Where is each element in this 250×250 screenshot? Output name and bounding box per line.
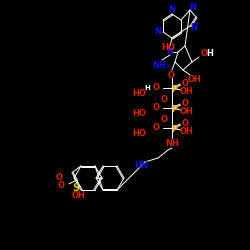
Text: O: O: [168, 72, 174, 80]
Text: H: H: [144, 85, 150, 91]
Text: O: O: [182, 78, 188, 88]
Text: O: O: [56, 174, 62, 182]
Text: HO: HO: [161, 44, 175, 52]
Text: S: S: [72, 183, 80, 193]
Text: N: N: [154, 28, 162, 36]
Text: OH: OH: [180, 108, 194, 116]
Text: N: N: [190, 24, 198, 32]
Text: OH: OH: [188, 74, 202, 84]
Text: H: H: [206, 50, 214, 58]
Text: P: P: [171, 104, 177, 114]
Text: O: O: [160, 114, 168, 124]
Text: HN: HN: [134, 162, 148, 170]
Text: N: N: [166, 48, 173, 56]
Text: N: N: [168, 6, 175, 15]
Text: HO: HO: [132, 130, 146, 138]
Text: OH: OH: [180, 128, 194, 136]
Text: OH: OH: [72, 192, 86, 200]
Text: O: O: [200, 50, 207, 58]
Text: N: N: [190, 2, 196, 12]
Text: O: O: [152, 84, 160, 92]
Text: HO: HO: [132, 90, 146, 98]
Text: OH: OH: [180, 88, 194, 96]
Text: NH: NH: [165, 138, 179, 147]
Text: O: O: [160, 94, 168, 104]
Text: P: P: [171, 124, 177, 134]
Text: O: O: [152, 124, 160, 132]
Text: O: O: [58, 182, 64, 190]
Text: O: O: [182, 98, 188, 108]
Text: O: O: [182, 118, 188, 128]
Text: HO: HO: [132, 110, 146, 118]
Text: O: O: [152, 104, 160, 112]
Text: NH₂: NH₂: [152, 62, 170, 70]
Text: P: P: [171, 84, 177, 94]
